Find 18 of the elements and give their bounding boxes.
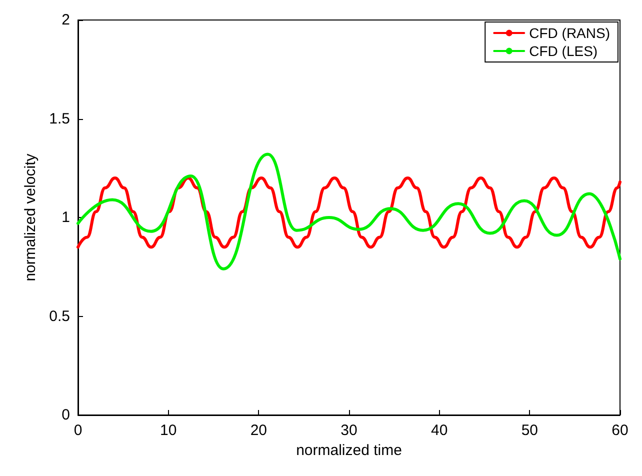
- legend-label: CFD (RANS): [529, 25, 610, 41]
- x-tick-label: 60: [612, 422, 628, 439]
- line-series: [76, 176, 622, 249]
- legend-label: CFD (LES): [529, 43, 598, 59]
- y-tick-label: 1: [62, 209, 70, 226]
- line-series: [76, 152, 622, 270]
- y-tick-label: 0.5: [49, 308, 70, 325]
- y-tick-label: 1.5: [49, 110, 70, 128]
- x-tick-label: 10: [160, 422, 177, 439]
- x-tick-label: 30: [340, 422, 358, 439]
- y-tick-label: 0: [62, 406, 70, 424]
- x-tick-label: 40: [430, 422, 448, 439]
- y-axis-title: normalized velocity: [22, 153, 40, 282]
- x-tick-label: 50: [521, 422, 538, 439]
- x-axis-title: normalized time: [296, 442, 402, 459]
- y-tick-label: 2: [62, 12, 70, 28]
- x-tick-label: 20: [250, 422, 268, 439]
- x-tick-label: 0: [74, 422, 82, 439]
